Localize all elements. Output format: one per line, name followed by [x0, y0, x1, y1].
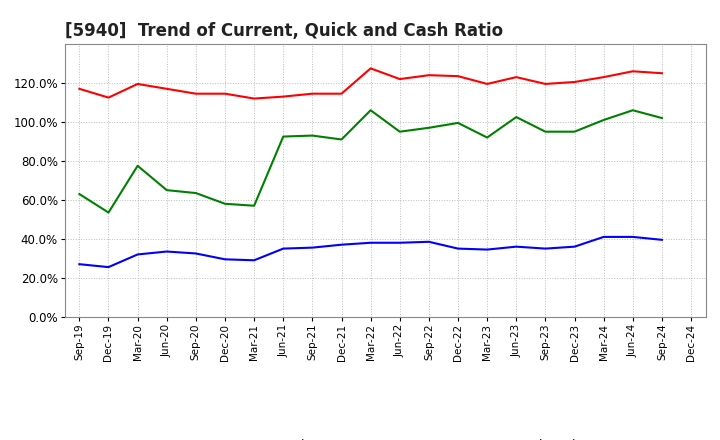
Current Ratio [337, 91, 346, 96]
Quick Ratio [337, 137, 346, 142]
Cash Ratio [541, 246, 550, 251]
Cash Ratio [279, 246, 287, 251]
Quick Ratio [657, 115, 666, 121]
Current Ratio [133, 81, 142, 87]
Quick Ratio [133, 163, 142, 169]
Cash Ratio [599, 234, 608, 239]
Quick Ratio [599, 117, 608, 123]
Current Ratio [629, 69, 637, 74]
Cash Ratio [395, 240, 404, 246]
Current Ratio [75, 86, 84, 92]
Quick Ratio [483, 135, 492, 140]
Cash Ratio [75, 261, 84, 267]
Quick Ratio [279, 134, 287, 139]
Current Ratio [599, 74, 608, 80]
Text: [5940]  Trend of Current, Quick and Cash Ratio: [5940] Trend of Current, Quick and Cash … [65, 22, 503, 40]
Cash Ratio [192, 251, 200, 256]
Cash Ratio [629, 234, 637, 239]
Quick Ratio [192, 191, 200, 196]
Cash Ratio [366, 240, 375, 246]
Quick Ratio [163, 187, 171, 193]
Current Ratio [512, 74, 521, 80]
Quick Ratio [395, 129, 404, 134]
Current Ratio [541, 81, 550, 87]
Cash Ratio [308, 245, 317, 250]
Cash Ratio [250, 258, 258, 263]
Cash Ratio [425, 239, 433, 244]
Cash Ratio [163, 249, 171, 254]
Cash Ratio [570, 244, 579, 249]
Quick Ratio [512, 114, 521, 120]
Line: Quick Ratio: Quick Ratio [79, 110, 662, 213]
Quick Ratio [104, 210, 113, 215]
Current Ratio [220, 91, 229, 96]
Cash Ratio [337, 242, 346, 247]
Quick Ratio [308, 133, 317, 138]
Quick Ratio [425, 125, 433, 130]
Cash Ratio [133, 252, 142, 257]
Current Ratio [366, 66, 375, 71]
Cash Ratio [220, 257, 229, 262]
Current Ratio [104, 95, 113, 100]
Current Ratio [570, 79, 579, 84]
Quick Ratio [75, 191, 84, 197]
Current Ratio [395, 77, 404, 82]
Current Ratio [308, 91, 317, 96]
Current Ratio [163, 86, 171, 92]
Quick Ratio [220, 201, 229, 206]
Current Ratio [425, 73, 433, 78]
Quick Ratio [629, 108, 637, 113]
Quick Ratio [454, 120, 462, 125]
Cash Ratio [657, 237, 666, 242]
Cash Ratio [483, 247, 492, 252]
Current Ratio [483, 81, 492, 87]
Quick Ratio [250, 203, 258, 209]
Cash Ratio [512, 244, 521, 249]
Line: Cash Ratio: Cash Ratio [79, 237, 662, 267]
Quick Ratio [366, 108, 375, 113]
Cash Ratio [104, 264, 113, 270]
Line: Current Ratio: Current Ratio [79, 68, 662, 99]
Current Ratio [250, 96, 258, 101]
Current Ratio [454, 73, 462, 79]
Current Ratio [279, 94, 287, 99]
Quick Ratio [570, 129, 579, 134]
Current Ratio [192, 91, 200, 96]
Current Ratio [657, 70, 666, 76]
Cash Ratio [454, 246, 462, 251]
Quick Ratio [541, 129, 550, 134]
